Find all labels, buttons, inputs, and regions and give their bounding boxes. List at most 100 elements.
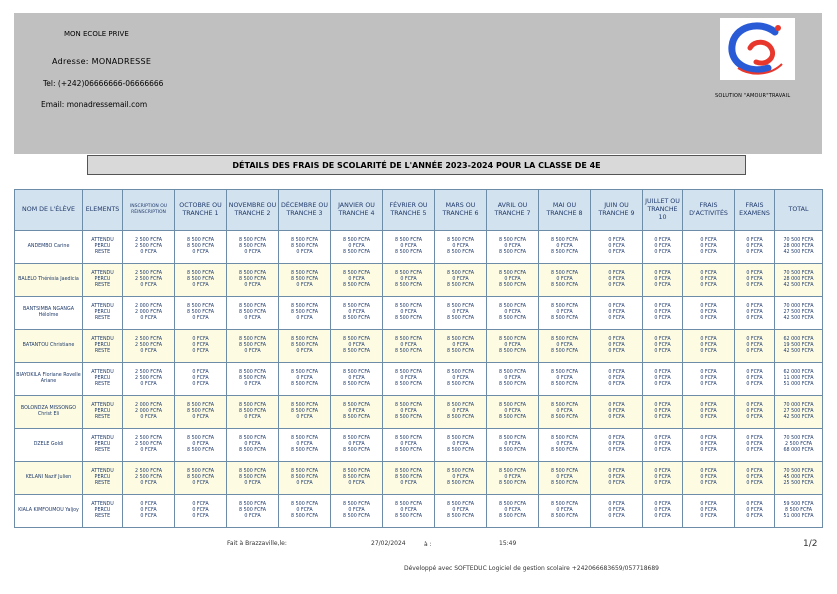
column-header: AVRIL OU TRANCHE 7 (486, 189, 539, 231)
fee-cell: 8 500 FCFA 8 500 FCFA 0 FCFA (174, 395, 227, 429)
fee-value: 0 FCFA (192, 514, 209, 520)
fee-value: 8 500 FCFA (447, 303, 474, 309)
school-phone: Tel: (+242)06666666-06666666 (43, 79, 164, 88)
fee-value: 0 FCFA (700, 402, 717, 408)
fee-value: 0 FCFA (654, 435, 671, 441)
element-label: RESTE (94, 481, 111, 487)
fee-value: 0 FCFA (296, 349, 313, 355)
fee-value: 8 500 FCFA (291, 303, 318, 309)
element-label: PERCU (94, 243, 111, 249)
fee-value: 8 500 FCFA (239, 303, 266, 309)
fee-value: 42 500 FCFA (783, 415, 814, 421)
fee-value: 0 FCFA (608, 250, 625, 256)
fee-value: 8 500 FCFA (395, 270, 422, 276)
fee-value: 8 500 FCFA (291, 382, 318, 388)
fee-value: 8 500 FCFA (239, 309, 266, 315)
fee-cell: 8 500 FCFA 8 500 FCFA 0 FCFA (382, 461, 435, 495)
fee-value: 8 500 FCFA (447, 270, 474, 276)
table-row: KELANI Nazif Julien ATTENDU PERCU RESTE 2 50… (14, 461, 823, 495)
fee-value: 8 500 FCFA (447, 468, 474, 474)
fee-value: 0 FCFA (654, 501, 671, 507)
fee-cell: 8 500 FCFA 8 500 FCFA 0 FCFA (278, 329, 331, 363)
fee-cell: 8 500 FCFA 0 FCFA 8 500 FCFA (486, 230, 539, 264)
fee-value: 0 FCFA (556, 243, 573, 249)
report-header (14, 13, 822, 154)
student-name: ANDEMBO Carine (14, 230, 83, 264)
fee-value: 0 FCFA (504, 309, 521, 315)
fee-value: 0 FCFA (244, 441, 261, 447)
fee-value: 2 000 FCFA (135, 402, 162, 408)
fee-value: 8 500 FCFA (291, 408, 318, 414)
element-label: PERCU (94, 507, 111, 513)
fee-value: 0 FCFA (700, 336, 717, 342)
fee-value: 0 FCFA (700, 481, 717, 487)
element-label: ATTENDU (91, 336, 114, 342)
fee-value: 42 500 FCFA (783, 283, 814, 289)
column-header: OCTOBRE OU TRANCHE 1 (174, 189, 227, 231)
school-name: MON ECOLE PRIVE (64, 30, 129, 38)
fee-value: 70 000 FCFA (783, 402, 814, 408)
fee-cell: 0 FCFA 0 FCFA 0 FCFA (590, 263, 643, 297)
fee-cell: 0 FCFA 0 FCFA 0 FCFA (590, 494, 643, 528)
fee-cell: 0 FCFA 0 FCFA 0 FCFA (642, 329, 683, 363)
fee-value: 8 500 FCFA (395, 402, 422, 408)
element-label: PERCU (94, 408, 111, 414)
fee-value: 8 500 FCFA (551, 468, 578, 474)
elements-cell: ATTENDU PERCU RESTE (82, 263, 123, 297)
fee-value: 11 000 FCFA (783, 375, 814, 381)
fee-value: 2 500 FCFA (135, 237, 162, 243)
fee-value: 0 FCFA (608, 270, 625, 276)
fee-value: 8 500 FCFA (291, 237, 318, 243)
column-header: NOVEMBRE OU TRANCHE 2 (226, 189, 279, 231)
fee-cell: 2 000 FCFA 2 000 FCFA 0 FCFA (122, 296, 175, 330)
fee-value: 62 000 FCFA (783, 336, 814, 342)
fee-value: 0 FCFA (556, 474, 573, 480)
fee-value: 0 FCFA (192, 369, 209, 375)
fee-value: 0 FCFA (654, 369, 671, 375)
fee-value: 0 FCFA (746, 507, 763, 513)
fee-value: 0 FCFA (746, 237, 763, 243)
fee-value: 8 500 FCFA (499, 448, 526, 454)
fee-value: 0 FCFA (140, 514, 157, 520)
fee-value: 8 500 FCFA (291, 369, 318, 375)
fee-value: 0 FCFA (504, 342, 521, 348)
fee-cell: 8 500 FCFA 8 500 FCFA 0 FCFA (226, 461, 279, 495)
fee-cell: 0 FCFA 0 FCFA 0 FCFA (642, 296, 683, 330)
fee-value: 0 FCFA (556, 408, 573, 414)
fee-value: 0 FCFA (400, 408, 417, 414)
fee-value: 8 500 FCFA (447, 349, 474, 355)
fee-cell: 0 FCFA 0 FCFA 0 FCFA (682, 395, 735, 429)
fee-value: 27 500 FCFA (783, 309, 814, 315)
fee-value: 0 FCFA (608, 316, 625, 322)
fee-value: 0 FCFA (140, 316, 157, 322)
fee-value: 8 500 FCFA (239, 501, 266, 507)
fee-value: 0 FCFA (348, 342, 365, 348)
fee-value: 8 500 FCFA (291, 402, 318, 408)
element-label: ATTENDU (91, 468, 114, 474)
fee-value: 0 FCFA (348, 408, 365, 414)
student-name: KELANI Nazif Julien (14, 461, 83, 495)
fee-value: 8 500 FCFA (291, 243, 318, 249)
student-name: BOLONDZA MISSONGO Christ Eli (14, 395, 83, 429)
fee-value: 0 FCFA (608, 441, 625, 447)
fee-value: 0 FCFA (746, 448, 763, 454)
fee-value: 0 FCFA (608, 336, 625, 342)
fee-value: 0 FCFA (608, 243, 625, 249)
fee-cell: 2 500 FCFA 2 500 FCFA 0 FCFA (122, 230, 175, 264)
fee-value: 0 FCFA (244, 514, 261, 520)
fee-cell: 0 FCFA 0 FCFA 0 FCFA (590, 428, 643, 462)
fee-value: 8 500 FCFA (551, 250, 578, 256)
fee-value: 0 FCFA (244, 415, 261, 421)
fee-value: 0 FCFA (700, 507, 717, 513)
fee-value: 0 FCFA (504, 408, 521, 414)
fee-value: 42 500 FCFA (783, 316, 814, 322)
fee-value: 8 500 FCFA (187, 408, 214, 414)
fee-value: 8 500 FCFA (447, 316, 474, 322)
table-row: BATANTOU Christiane ATTENDU PERCU RESTE 2 50… (14, 329, 823, 363)
fee-value: 0 FCFA (192, 250, 209, 256)
fee-value: 51 000 FCFA (783, 514, 814, 520)
fee-value: 0 FCFA (504, 507, 521, 513)
fee-value: 0 FCFA (192, 342, 209, 348)
fee-cell: 0 FCFA 0 FCFA 0 FCFA (174, 494, 227, 528)
fee-cell: 2 500 FCFA 2 500 FCFA 0 FCFA (122, 428, 175, 462)
